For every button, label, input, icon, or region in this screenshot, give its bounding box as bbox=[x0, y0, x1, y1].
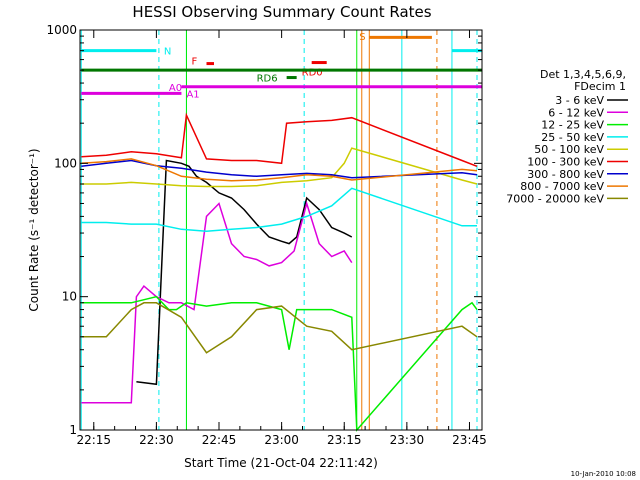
flag-label-A1: A1 bbox=[186, 89, 199, 100]
timestamp: 10-Jan-2010 10:08 bbox=[571, 470, 636, 478]
x-tick-label-2: 22:45 bbox=[202, 433, 237, 447]
x-axis-label: Start Time (21-Oct-04 22:11:42) bbox=[184, 456, 378, 470]
legend-label-2: 12 - 25 keV bbox=[541, 119, 604, 132]
plot-frame bbox=[79, 29, 483, 431]
y-tick-label-2: 100 bbox=[54, 156, 77, 170]
y-axis: 1 10 100 1000 bbox=[46, 23, 482, 437]
flag-label-A0: A0 bbox=[169, 83, 182, 94]
series-line-8 bbox=[81, 302, 478, 354]
legend-title-0: Det 1,3,4,5,6,9, bbox=[540, 68, 626, 81]
flag-label-N: N bbox=[164, 47, 171, 58]
legend-label-6: 300 - 800 keV bbox=[527, 168, 604, 181]
series-line-1 bbox=[81, 200, 353, 404]
legend-label-3: 25 - 50 keV bbox=[541, 131, 604, 144]
legend-label-1: 6 - 12 keV bbox=[548, 106, 604, 119]
x-tick-label-6: 23:45 bbox=[452, 433, 487, 447]
flag-label-F: F bbox=[191, 57, 197, 68]
series-line-5 bbox=[81, 112, 478, 167]
y-tick-label-0: 1 bbox=[69, 423, 77, 437]
series-line-7 bbox=[81, 158, 478, 182]
series-line-3 bbox=[81, 187, 477, 232]
series-line-6 bbox=[81, 159, 478, 179]
x-tick-label-0: 22:15 bbox=[76, 433, 111, 447]
legend-label-8: 7000 - 20000 keV bbox=[506, 192, 604, 205]
y-axis-label: Count Rate (s⁻¹ detector⁻¹) bbox=[27, 148, 41, 311]
x-tick-label-1: 22:30 bbox=[139, 433, 174, 447]
y-tick-label-3: 1000 bbox=[46, 23, 77, 37]
legend-label-7: 800 - 7000 keV bbox=[520, 180, 604, 193]
x-tick-label-5: 23:30 bbox=[390, 433, 425, 447]
legend-label-0: 3 - 6 keV bbox=[555, 94, 604, 107]
series-line-4 bbox=[81, 147, 478, 188]
legend-label-4: 50 - 100 keV bbox=[534, 143, 604, 156]
flag-label-RD6: RD6 bbox=[257, 74, 278, 85]
flag-label-S: S bbox=[359, 32, 365, 43]
plot-area: N F RD0 RD6 A0 A1 S bbox=[80, 30, 482, 432]
x-tick-label-3: 23:00 bbox=[264, 433, 299, 447]
legend-label-5: 100 - 300 keV bbox=[527, 156, 604, 169]
flag-label-RD0: RD0 bbox=[302, 67, 323, 78]
chart-title: HESSI Observing Summary Count Rates bbox=[132, 3, 431, 21]
series-line-2 bbox=[81, 295, 478, 432]
legend-title-1: FDecim 1 bbox=[574, 80, 626, 93]
x-axis: 22:15 22:30 22:45 23:00 23:15 23:30 23:45 bbox=[76, 30, 487, 447]
x-tick-label-4: 23:15 bbox=[327, 433, 362, 447]
y-tick-label-1: 10 bbox=[62, 290, 77, 304]
series-line-0 bbox=[136, 159, 353, 386]
